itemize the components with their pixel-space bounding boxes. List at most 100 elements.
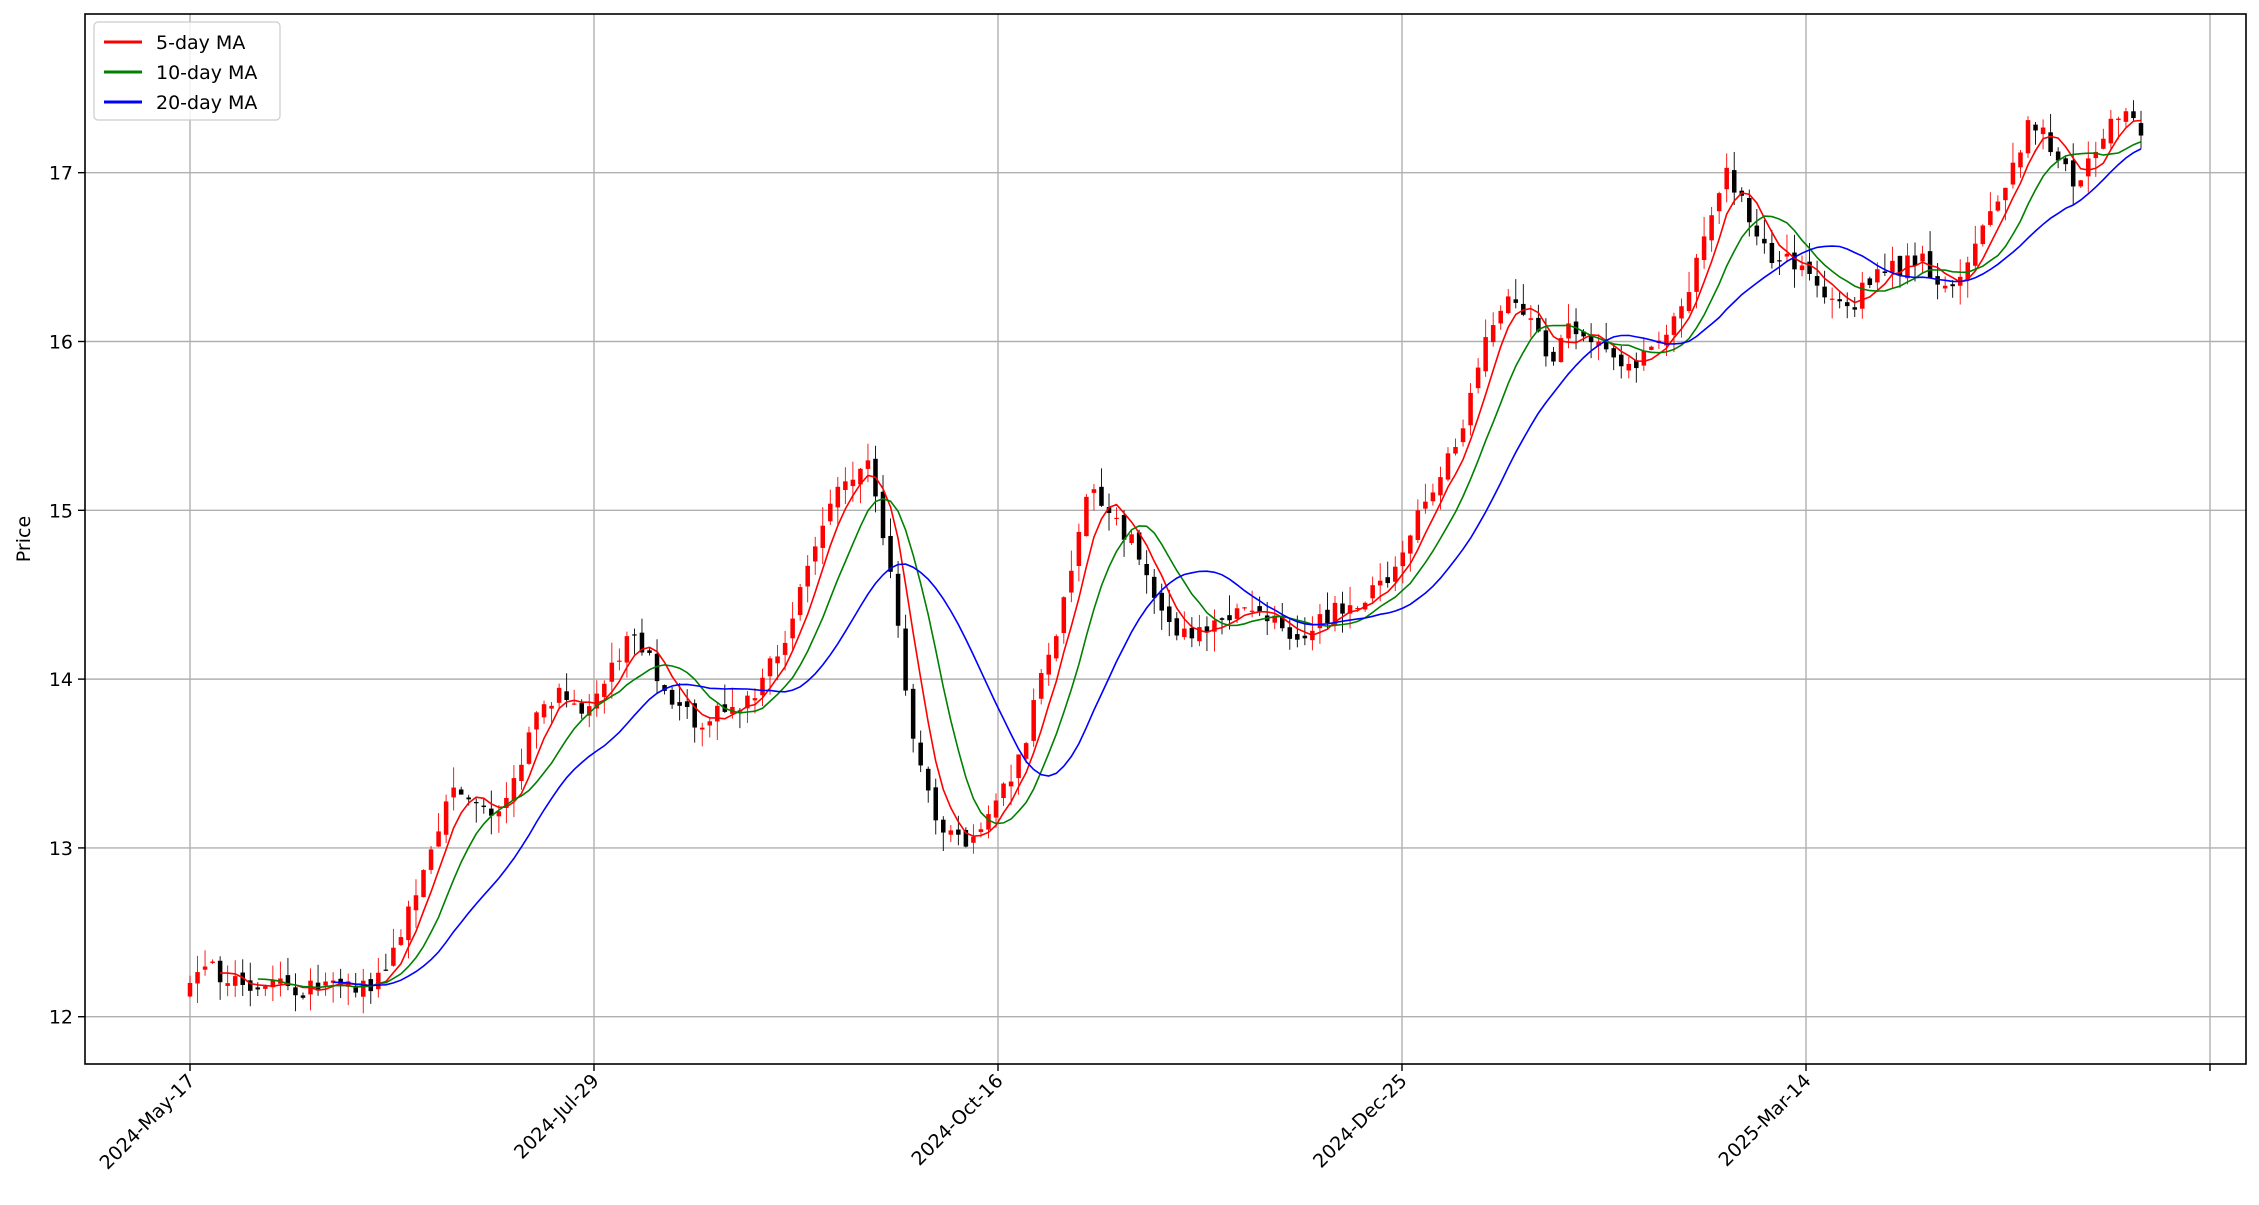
candle-body-down — [1777, 260, 1782, 262]
candle-body-down — [1844, 302, 1850, 307]
candle-body-down — [639, 632, 645, 653]
ma-line-5day — [220, 119, 2142, 991]
candle-body-up — [850, 479, 856, 487]
ma-line-10day — [257, 141, 2142, 989]
legend-label: 10-day MA — [156, 62, 257, 84]
candle-body-up — [360, 980, 366, 997]
candle-body-down — [315, 982, 321, 991]
candle-body-down — [1295, 634, 1300, 640]
candle-body-down — [1912, 255, 1918, 266]
candle-body-up — [2086, 158, 2091, 177]
candle-body-up — [526, 732, 532, 764]
candle-body-down — [1762, 238, 1767, 244]
candle-body-down — [1340, 603, 1345, 614]
y-tick-label: 13 — [49, 838, 73, 860]
candle-body-up — [707, 721, 713, 726]
candle-body-up — [2123, 111, 2129, 122]
legend: 5-day MA 10-day MA 20-day MA — [93, 21, 281, 121]
candle-body-up — [594, 693, 600, 709]
candle-body-up — [1716, 193, 1722, 212]
candle-body-up — [556, 687, 562, 703]
candle-body-down — [880, 491, 886, 539]
candle-body-up — [948, 830, 954, 835]
candle-body-down — [963, 829, 969, 847]
candle-body-down — [1189, 627, 1195, 639]
candle-body-up — [1272, 615, 1277, 623]
candle-body-up — [1498, 310, 1503, 324]
candle-body-up — [1784, 253, 1790, 257]
candle-body-down — [933, 787, 939, 821]
candle-body-up — [812, 546, 818, 562]
candle-body-down — [1792, 252, 1797, 270]
candle-body-down — [293, 987, 298, 996]
candle-body-down — [564, 691, 569, 700]
candle-body-up — [2040, 127, 2046, 135]
candle-body-up — [1423, 501, 1428, 509]
candle-body-up — [820, 525, 826, 548]
candle-body-down — [353, 985, 358, 993]
candle-body-down — [1167, 606, 1172, 622]
candle-body-up — [443, 801, 449, 835]
candle-body-up — [1016, 754, 1021, 779]
candles — [187, 100, 2144, 1014]
candle-body-up — [1046, 654, 1052, 675]
candle-body-down — [1747, 197, 1752, 223]
candle-body-up — [270, 979, 276, 988]
candle-body-up — [2116, 118, 2121, 120]
candle-body-up — [1799, 265, 1805, 271]
candle-body-up — [858, 468, 863, 485]
candle-body-up — [1317, 614, 1323, 629]
candle-body-down — [888, 535, 893, 572]
candle-body-up — [1091, 489, 1097, 493]
candle-body-down — [654, 653, 660, 682]
candle-body-up — [1686, 292, 1692, 312]
candle-body-down — [1151, 576, 1157, 598]
candle-body-up — [586, 706, 592, 716]
candle-body-up — [232, 976, 238, 986]
candle-body-up — [2003, 187, 2008, 201]
candle-body-up — [617, 660, 622, 662]
candle-body-up — [1890, 260, 1895, 273]
y-tick-label: 12 — [49, 1007, 73, 1029]
candle-body-down — [2048, 132, 2053, 153]
candle-body-up — [1649, 346, 1654, 350]
candle-body-up — [835, 486, 841, 508]
candle-body-down — [918, 742, 923, 766]
candle-body-down — [1325, 609, 1330, 623]
candle-body-down — [481, 805, 487, 808]
x-tick-label: 2024-Jul-29 — [510, 1070, 604, 1164]
candle-body-down — [1603, 340, 1609, 350]
candle-body-up — [195, 972, 200, 984]
candle-body-up — [504, 797, 509, 808]
candle-body-down — [632, 634, 637, 636]
candle-body-down — [669, 689, 675, 705]
candle-body-up — [2010, 162, 2016, 185]
candle-body-down — [1731, 170, 1737, 193]
candle-body-down — [1551, 351, 1556, 362]
candle-body-down — [1204, 626, 1210, 633]
candle-body-up — [1023, 743, 1029, 759]
candle-body-up — [1054, 636, 1059, 659]
candle-body-up — [1076, 531, 1082, 566]
candle-body-down — [1611, 348, 1616, 358]
candle-body-down — [1581, 331, 1586, 337]
candle-body-down — [1814, 276, 1820, 286]
y-tick-label: 17 — [49, 163, 73, 185]
candle-body-down — [1897, 255, 1903, 276]
candle-body-down — [903, 628, 908, 691]
candle-body-up — [1038, 673, 1044, 699]
candle-body-up — [1249, 610, 1255, 612]
x-tick-label: 2024-Dec-25 — [1309, 1070, 1412, 1173]
candle-body-up — [1468, 392, 1473, 426]
candle-body-up — [1694, 257, 1699, 292]
candle-body-up — [1069, 570, 1074, 593]
y-tick-label: 14 — [49, 669, 73, 691]
candle-body-up — [398, 937, 404, 945]
candle-body-up — [993, 800, 999, 818]
candle-body-up — [760, 677, 765, 696]
candle-body-up — [775, 656, 780, 664]
candle-body-up — [1942, 285, 1948, 289]
candle-body-down — [1927, 251, 1933, 278]
candle-body-up — [1355, 607, 1360, 610]
